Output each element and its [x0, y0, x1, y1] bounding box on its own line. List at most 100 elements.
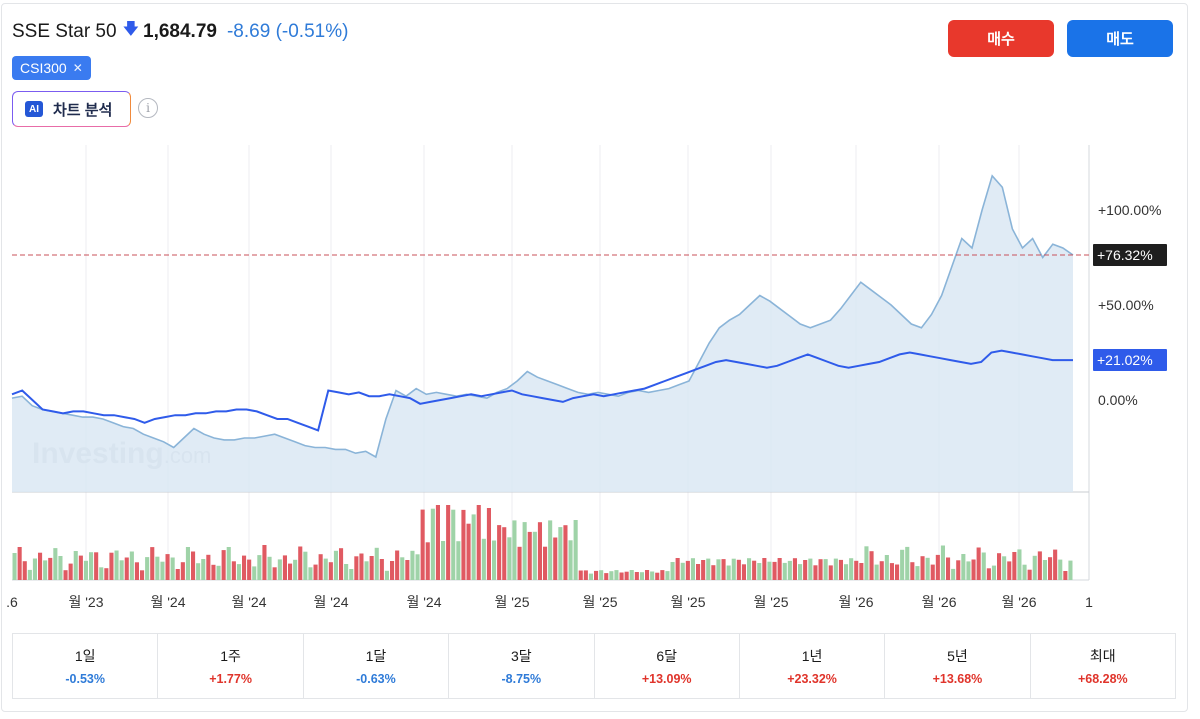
y-tick-label: +100.00%: [1098, 202, 1161, 218]
volume-bar: [1068, 560, 1073, 580]
volume-bar: [293, 559, 298, 580]
volume-bar: [522, 522, 527, 580]
volume-bar: [150, 547, 155, 580]
volume-bar: [1053, 549, 1058, 580]
volume-bar: [920, 556, 925, 580]
volume-bar: [537, 522, 542, 580]
end-label-sse-star-50: +76.32%: [1097, 247, 1153, 263]
down-arrow-icon: 🡇: [122, 21, 140, 38]
volume-bar: [134, 562, 139, 580]
price-chart[interactable]: Investing.com+100.00%+50.00%0.00%+76.32%…: [0, 0, 1200, 630]
perf-value: +13.68%: [932, 672, 983, 686]
volume-bar: [262, 545, 267, 580]
volume-bar: [588, 573, 593, 580]
sell-button[interactable]: 매도: [1067, 20, 1173, 57]
volume-bar: [578, 570, 583, 580]
compare-chip-csi300[interactable]: CSI300 ✕: [12, 56, 91, 80]
volume-bar: [599, 570, 604, 580]
volume-bar: [940, 545, 945, 580]
volume-bar: [83, 560, 88, 580]
perf-cell[interactable]: 6달 +13.09%: [595, 634, 740, 698]
volume-bar: [1002, 556, 1007, 580]
perf-value: -0.63%: [356, 672, 396, 686]
perf-cell[interactable]: 최대 +68.28%: [1031, 634, 1175, 698]
volume-bar: [685, 560, 690, 580]
series-line-sse-star-50: [11, 174, 1074, 459]
volume-bar: [196, 563, 201, 580]
volume-bar: [216, 565, 221, 580]
volume-bar: [767, 561, 772, 580]
perf-cell[interactable]: 1년 +23.32%: [740, 634, 886, 698]
volume-bar: [109, 552, 114, 580]
perf-cell[interactable]: 1주 +1.77%: [158, 634, 304, 698]
perf-cell[interactable]: 1달 -0.63%: [304, 634, 450, 698]
volume-bar: [619, 572, 624, 580]
ai-chart-analysis-button[interactable]: AI 차트 분석: [12, 91, 131, 127]
volume-bar: [456, 541, 461, 580]
volume-bar: [731, 558, 736, 580]
volume-bar: [492, 540, 497, 580]
close-icon[interactable]: ✕: [72, 61, 83, 75]
volume-bar: [594, 570, 599, 580]
volume-bar: [609, 571, 614, 580]
volume-bar: [486, 508, 491, 580]
volume-bar: [1012, 552, 1017, 580]
volume-bar: [497, 525, 502, 580]
volume-bar: [976, 547, 981, 580]
volume-bar: [680, 562, 685, 580]
volume-bar: [379, 559, 384, 580]
perf-cell[interactable]: 3달 -8.75%: [449, 634, 595, 698]
volume-bar: [573, 520, 578, 580]
x-tick-label: 월 '24: [150, 594, 185, 610]
volume-bar: [384, 570, 389, 580]
performance-bar: 1일 -0.53% 1주 +1.77% 1달 -0.63% 3달 -8.75% 6달 +13.09…: [12, 633, 1176, 699]
perf-period: 1년: [801, 648, 823, 664]
volume-bar: [257, 555, 262, 580]
volume-bar: [124, 557, 129, 580]
x-tick-label: 월 '25: [582, 594, 617, 610]
volume-bar: [170, 557, 175, 580]
perf-period: 5년: [947, 648, 968, 664]
volume-bar: [99, 567, 104, 580]
perf-cell[interactable]: 5년 +13.68%: [885, 634, 1031, 698]
volume-bar: [997, 553, 1002, 580]
volume-bar: [160, 561, 165, 580]
volume-bar: [221, 550, 226, 580]
volume-bar: [390, 561, 395, 580]
volume-bar: [900, 549, 905, 580]
volume-bar: [736, 559, 741, 580]
volume-bar: [935, 554, 940, 580]
x-tick-label: .6: [6, 594, 18, 610]
volume-bar: [930, 564, 935, 580]
x-tick-label: 월 '24: [406, 594, 441, 610]
volume-bar: [1048, 557, 1053, 580]
perf-value: +1.77%: [209, 672, 252, 686]
volume-bar: [446, 505, 451, 580]
volume-bar: [53, 548, 58, 580]
volume-bar: [63, 570, 68, 580]
volume-bar: [354, 556, 359, 580]
volume-bar: [879, 561, 884, 580]
y-tick-label: 0.00%: [1098, 392, 1138, 408]
volume-bar: [43, 560, 48, 580]
volume-bar: [614, 570, 619, 580]
volume-bar: [624, 571, 629, 580]
volume-bar: [277, 559, 282, 580]
perf-cell[interactable]: 1일 -0.53%: [13, 634, 159, 698]
volume-bar: [466, 523, 471, 580]
volume-bar: [328, 562, 333, 580]
info-icon[interactable]: i: [138, 98, 158, 118]
volume-bar: [655, 572, 660, 580]
volume-bar: [252, 566, 257, 580]
volume-bar: [410, 550, 415, 580]
buy-button[interactable]: 매수: [948, 20, 1054, 57]
volume-bar: [303, 551, 308, 580]
volume-bar: [803, 560, 808, 580]
volume-bar: [502, 527, 507, 580]
volume-bar: [206, 554, 211, 580]
volume-bar: [961, 554, 966, 580]
volume-bar: [1063, 571, 1068, 580]
volume-bar: [400, 557, 405, 580]
volume-bar: [792, 558, 797, 580]
instrument-name: SSE Star 50: [12, 20, 117, 42]
